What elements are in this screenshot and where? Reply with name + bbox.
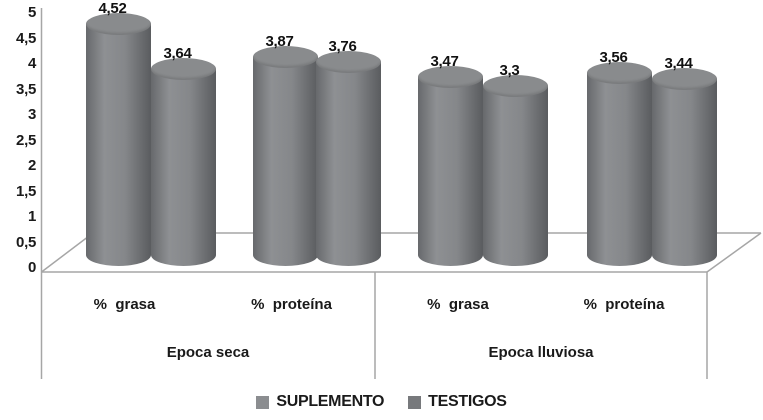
y-tick-label: 2	[27, 157, 36, 174]
category-label-seca-proteina: % proteína	[251, 296, 332, 313]
cylinder-bar	[652, 78, 717, 266]
cylinder-bar	[483, 86, 548, 266]
bar-value-label: 3,87	[265, 32, 294, 50]
y-axis-labels: 0 0,5 1 1,5 2 2,5 3 3,5 4 4,5 5	[0, 0, 36, 290]
cylinder-bar	[418, 77, 483, 266]
y-tick-label: 0,5	[16, 233, 36, 251]
cylinder-top-icon	[86, 12, 151, 35]
legend-swatch-testigos-icon	[408, 395, 422, 409]
legend-item-suplemento: SUPLEMENTO	[256, 393, 384, 411]
y-tick-label: 0	[27, 259, 36, 276]
cylinder-top-icon	[418, 66, 483, 89]
category-label-lluviosa-proteina: % proteína	[583, 296, 665, 313]
y-tick-label: 4	[27, 55, 36, 72]
cylinder-top-icon	[652, 67, 717, 90]
category-label-lluviosa-grasa: % grasa	[427, 296, 489, 313]
legend-label-testigos: TESTIGOS	[428, 393, 507, 410]
y-tick-label: 2,5	[16, 131, 36, 149]
category-label-seca-grasa: % grasa	[93, 296, 156, 313]
bar-value-label: 3,76	[328, 38, 357, 56]
group-label-epoca-lluviosa: Epoca lluviosa	[488, 344, 594, 361]
legend-item-testigos: TESTIGOS	[408, 393, 507, 411]
legend-swatch-suplemento-icon	[256, 395, 270, 409]
y-tick-label: 1	[27, 208, 36, 225]
legend: SUPLEMENTO TESTIGOS	[0, 393, 763, 411]
y-tick-label: 3	[27, 106, 36, 123]
group-label-epoca-seca: Epoca seca	[166, 344, 250, 361]
cylinder-bar	[587, 72, 652, 266]
legend-label-suplemento: SUPLEMENTO	[276, 393, 385, 410]
cylinder-bar	[151, 68, 216, 266]
bar-value-label: 4,52	[98, 0, 127, 17]
bar-value-label: 3,47	[430, 53, 459, 71]
bar-value-label: 3,56	[599, 48, 628, 66]
cylinder-top-icon	[253, 45, 318, 68]
cylinder-bar	[86, 23, 151, 266]
bar-value-label: 3,64	[163, 44, 192, 62]
cylinder-top-icon	[316, 51, 381, 74]
bar-value-label: 3,44	[664, 54, 693, 72]
y-tick-label: 3,5	[16, 80, 36, 98]
y-tick-label: 4,5	[16, 29, 36, 47]
y-tick-label: 5	[27, 4, 36, 21]
y-tick-label: 1,5	[16, 182, 36, 200]
cylinder-top-icon	[587, 61, 652, 84]
cylinder-top-icon	[483, 75, 548, 98]
cylinder-bar	[253, 56, 318, 266]
cylinder-bar	[316, 62, 381, 266]
bar-value-label: 3,3	[499, 62, 520, 80]
cylinder-top-icon	[151, 57, 216, 80]
floor-left-edge	[41, 232, 94, 273]
floor-right-edge	[706, 232, 762, 273]
